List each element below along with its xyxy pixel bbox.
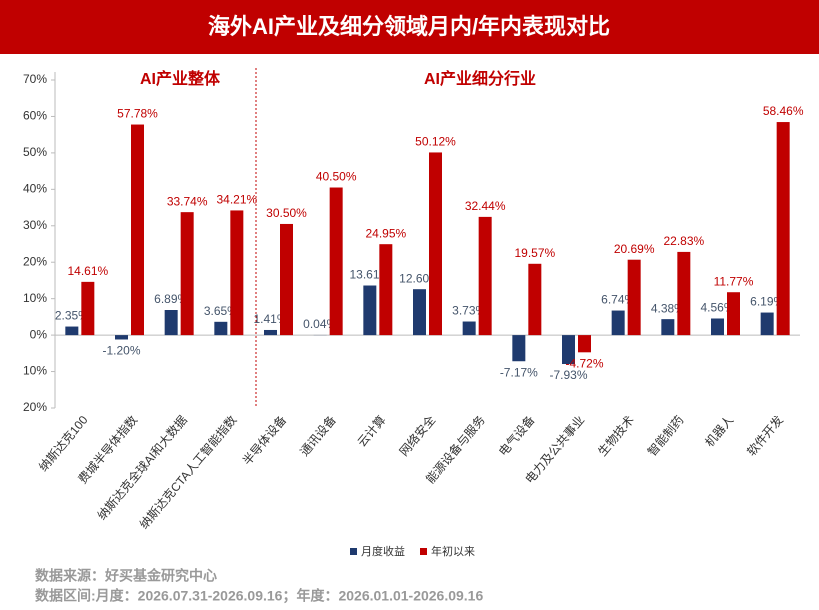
bar bbox=[528, 263, 542, 336]
data-label: 6.19% bbox=[750, 295, 784, 309]
data-label: 3.65% bbox=[204, 304, 238, 318]
y-tick-label: 10% bbox=[23, 291, 47, 305]
bar bbox=[131, 124, 144, 336]
x-tick-label: 纳斯达克CTA人工智能指数 bbox=[136, 412, 239, 531]
data-label: 34.21% bbox=[216, 193, 257, 207]
bar bbox=[180, 212, 194, 336]
bar bbox=[478, 216, 492, 336]
data-label: -7.93% bbox=[549, 368, 587, 382]
section-label: AI产业细分行业 bbox=[424, 69, 536, 88]
y-tick-label: 40% bbox=[23, 182, 47, 196]
data-label: 14.61% bbox=[67, 264, 108, 278]
source: 数据区间:月度：2026.07.31-2026.09.16；年度：2026.01… bbox=[35, 588, 483, 605]
data-label: 30.50% bbox=[266, 206, 307, 220]
data-label: 19.57% bbox=[514, 246, 555, 260]
bar bbox=[711, 318, 724, 336]
bar bbox=[677, 251, 691, 336]
x-tick-label: 纳斯达克全球AI和大数据 bbox=[94, 412, 190, 522]
data-label: 58.46% bbox=[763, 104, 804, 118]
bar bbox=[627, 259, 641, 336]
bar bbox=[462, 321, 476, 336]
data-label: 11.77% bbox=[714, 274, 754, 288]
bar bbox=[264, 329, 277, 336]
x-tick-label: 软件开发 bbox=[744, 412, 786, 458]
bar bbox=[164, 310, 178, 336]
bar bbox=[280, 223, 293, 336]
x-tick-label: 生物技术 bbox=[595, 413, 637, 459]
y-tick-label: 20% bbox=[23, 254, 47, 268]
x-tick-label: 电气设备 bbox=[495, 412, 537, 458]
x-tick-label: 通讯设备 bbox=[297, 413, 339, 459]
bar bbox=[379, 244, 393, 336]
y-tick-label: 50% bbox=[23, 145, 47, 159]
legend-label: 年初以来 bbox=[431, 544, 475, 558]
data-label: 3.73% bbox=[452, 304, 486, 318]
section-label: AI产业整体 bbox=[140, 69, 221, 88]
x-tick-label: 半导体设备 bbox=[240, 413, 289, 468]
data-label: 33.74% bbox=[167, 194, 208, 208]
data-label: 6.74% bbox=[601, 293, 635, 307]
data-label: -7.17% bbox=[500, 365, 538, 379]
legend-swatch bbox=[420, 548, 427, 555]
y-tick-label: 0% bbox=[30, 327, 48, 341]
data-label: 50.12% bbox=[415, 135, 456, 149]
source: 数据来源：好买基金研究中心 bbox=[35, 568, 217, 584]
bar bbox=[413, 289, 426, 336]
bar bbox=[611, 310, 625, 336]
bar bbox=[727, 292, 740, 336]
bar bbox=[776, 122, 790, 336]
data-label: 4.56% bbox=[700, 301, 734, 315]
data-label: 40.50% bbox=[316, 170, 357, 184]
data-label: 20.69% bbox=[614, 242, 655, 256]
data-label: 0.04% bbox=[303, 317, 337, 331]
x-tick-label: 纳斯达克100 bbox=[36, 413, 91, 474]
data-label: 32.44% bbox=[465, 199, 506, 213]
data-label: 22.83% bbox=[663, 234, 704, 248]
bar bbox=[214, 321, 228, 336]
chart-title: 海外AI产业及细分领域月内/年内表现对比 bbox=[208, 14, 610, 39]
data-label: 1.41% bbox=[253, 312, 287, 326]
data-label: 4.38% bbox=[651, 301, 685, 315]
bar bbox=[115, 335, 128, 340]
data-label: 24.95% bbox=[365, 226, 406, 240]
bar bbox=[81, 281, 95, 336]
data-label: 57.78% bbox=[117, 107, 158, 121]
bar bbox=[512, 335, 526, 362]
legend-label: 月度收益 bbox=[361, 544, 405, 558]
data-label: 6.89% bbox=[154, 292, 188, 306]
bar bbox=[429, 152, 442, 336]
data-label: 2.35% bbox=[55, 309, 89, 323]
y-tick-label: 70% bbox=[23, 72, 47, 86]
y-tick-label: 10% bbox=[23, 364, 47, 378]
x-tick-label: 云计算 bbox=[354, 412, 389, 449]
bar bbox=[760, 312, 774, 336]
bar bbox=[363, 285, 377, 336]
title-banner bbox=[0, 0, 819, 54]
bar bbox=[578, 335, 591, 353]
y-tick-label: 60% bbox=[23, 109, 47, 123]
bar bbox=[562, 335, 575, 365]
x-tick-label: 智能制药 bbox=[644, 412, 686, 458]
legend-swatch bbox=[350, 548, 357, 555]
y-tick-label: 20% bbox=[23, 400, 47, 414]
bar bbox=[329, 187, 343, 336]
bar bbox=[65, 326, 79, 336]
bar bbox=[230, 210, 244, 336]
y-tick-label: 30% bbox=[23, 218, 47, 232]
x-tick-label: 机器人 bbox=[702, 413, 736, 450]
data-label: -1.20% bbox=[102, 344, 140, 358]
data-label: -4.72% bbox=[565, 356, 603, 370]
bar bbox=[661, 319, 675, 336]
x-tick-label: 网络安全 bbox=[396, 412, 438, 458]
